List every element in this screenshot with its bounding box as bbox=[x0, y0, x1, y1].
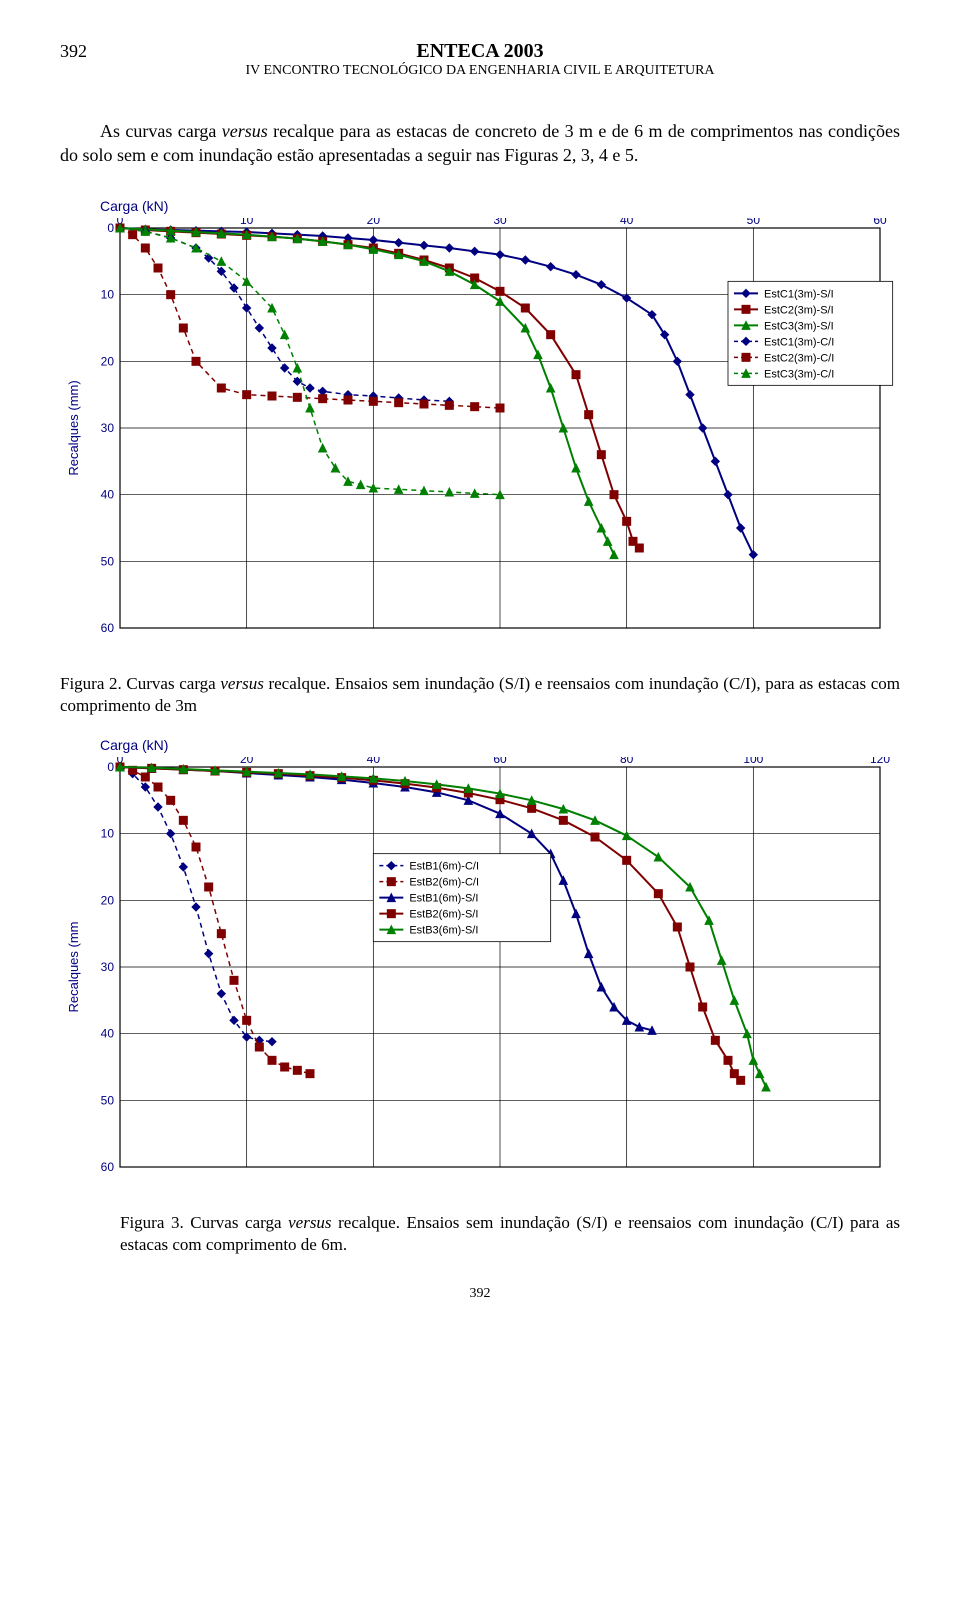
svg-text:0: 0 bbox=[107, 760, 114, 774]
svg-text:60: 60 bbox=[101, 1160, 115, 1174]
svg-text:20: 20 bbox=[101, 354, 115, 368]
svg-text:Recalques (mm: Recalques (mm bbox=[66, 921, 81, 1012]
svg-text:30: 30 bbox=[101, 421, 115, 435]
page-number-bottom: 392 bbox=[60, 1286, 900, 1302]
svg-text:40: 40 bbox=[620, 218, 634, 227]
svg-text:30: 30 bbox=[493, 218, 507, 227]
svg-text:0: 0 bbox=[107, 221, 114, 235]
svg-text:100: 100 bbox=[743, 757, 763, 766]
svg-text:50: 50 bbox=[747, 218, 761, 227]
caption-figure-2: Figura 2. Curvas carga versus recalque. … bbox=[60, 673, 900, 717]
chart-figure-3: Carga (kN) 0204060801001200102030405060R… bbox=[60, 737, 900, 1202]
svg-text:EstC2(3m)-S/I: EstC2(3m)-S/I bbox=[764, 304, 834, 316]
chart1-svg: 01020304050600102030405060Recalques (mm)… bbox=[60, 218, 900, 658]
svg-text:Recalques (mm): Recalques (mm) bbox=[66, 380, 81, 475]
svg-text:10: 10 bbox=[101, 287, 115, 301]
svg-text:EstB1(6m)-C/I: EstB1(6m)-C/I bbox=[409, 860, 479, 872]
svg-text:EstC2(3m)-C/I: EstC2(3m)-C/I bbox=[764, 352, 834, 364]
svg-text:50: 50 bbox=[101, 554, 115, 568]
svg-text:40: 40 bbox=[101, 487, 115, 501]
chart2-title: Carga (kN) bbox=[100, 737, 900, 753]
svg-text:EstB1(6m)-S/I: EstB1(6m)-S/I bbox=[409, 892, 478, 904]
svg-text:EstB2(6m)-S/I: EstB2(6m)-S/I bbox=[409, 908, 478, 920]
svg-text:EstC1(3m)-C/I: EstC1(3m)-C/I bbox=[764, 336, 834, 348]
intro-paragraph: As curvas carga versus recalque para as … bbox=[60, 119, 900, 168]
svg-text:60: 60 bbox=[493, 757, 507, 766]
svg-text:80: 80 bbox=[620, 757, 634, 766]
svg-text:10: 10 bbox=[101, 826, 115, 840]
svg-text:20: 20 bbox=[101, 893, 115, 907]
header-line: 392 ENTECA 2003 392 bbox=[60, 40, 900, 63]
svg-text:60: 60 bbox=[101, 621, 115, 635]
cap1-ital: versus bbox=[220, 674, 263, 693]
svg-text:EstC1(3m)-S/I: EstC1(3m)-S/I bbox=[764, 288, 834, 300]
svg-text:40: 40 bbox=[101, 1026, 115, 1040]
svg-text:20: 20 bbox=[240, 757, 254, 766]
svg-text:EstB3(6m)-S/I: EstB3(6m)-S/I bbox=[409, 924, 478, 936]
cap1-pre: Figura 2. Curvas carga bbox=[60, 674, 220, 693]
svg-text:20: 20 bbox=[367, 218, 381, 227]
page-number-top: 392 bbox=[60, 41, 87, 62]
svg-text:EstC3(3m)-C/I: EstC3(3m)-C/I bbox=[764, 368, 834, 380]
svg-text:120: 120 bbox=[870, 757, 890, 766]
svg-text:50: 50 bbox=[101, 1093, 115, 1107]
chart2-svg: 0204060801001200102030405060Recalques (m… bbox=[60, 757, 900, 1197]
para-ital: versus bbox=[222, 121, 268, 141]
svg-text:30: 30 bbox=[101, 960, 115, 974]
svg-text:EstB2(6m)-C/I: EstB2(6m)-C/I bbox=[409, 876, 479, 888]
page-title: ENTECA 2003 bbox=[416, 40, 543, 63]
para-pre: As curvas carga bbox=[100, 121, 222, 141]
chart1-title: Carga (kN) bbox=[100, 198, 900, 214]
chart-figure-2: Carga (kN) 01020304050600102030405060Rec… bbox=[60, 198, 900, 663]
svg-text:40: 40 bbox=[367, 757, 381, 766]
cap2-pre: Figura 3. Curvas carga bbox=[120, 1213, 288, 1232]
cap2-ital: versus bbox=[288, 1213, 331, 1232]
page-subtitle: IV ENCONTRO TECNOLÓGICO DA ENGENHARIA CI… bbox=[60, 63, 900, 79]
svg-text:60: 60 bbox=[873, 218, 887, 227]
caption-figure-3: Figura 3. Curvas carga versus recalque. … bbox=[60, 1212, 900, 1256]
svg-text:10: 10 bbox=[240, 218, 254, 227]
svg-text:EstC3(3m)-S/I: EstC3(3m)-S/I bbox=[764, 320, 834, 332]
